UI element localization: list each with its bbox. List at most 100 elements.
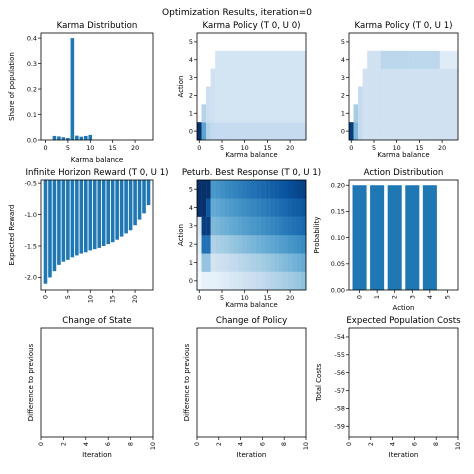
karma-policy-u1-xtick-label: 5 bbox=[372, 144, 376, 152]
karma-distribution-xtick-label: 20 bbox=[131, 144, 139, 152]
best-response-cell bbox=[256, 271, 261, 291]
karma-distribution-ytick-label: 0.0 bbox=[27, 136, 37, 144]
karma-policy-u1-cell bbox=[385, 50, 391, 69]
best-response-cell bbox=[283, 180, 289, 199]
best-response-cell bbox=[224, 216, 229, 236]
best-response-cell bbox=[260, 198, 266, 217]
karma-policy-u1-cell bbox=[430, 50, 436, 69]
karma-distribution-xtick-label: 5 bbox=[66, 144, 70, 152]
karma-policy-u0-cell bbox=[292, 68, 298, 87]
karma-distribution-ytick-label: 0.2 bbox=[27, 85, 37, 93]
karma-policy-u0-cell bbox=[237, 122, 243, 141]
karma-policy-u0-cell bbox=[228, 104, 234, 123]
change-of-policy-xtick-label: 8 bbox=[280, 442, 288, 446]
best-response-cell bbox=[201, 253, 207, 272]
best-response-cell bbox=[296, 253, 302, 272]
best-response-cell bbox=[260, 180, 266, 199]
population-costs-xtick-label: 10 bbox=[454, 442, 462, 450]
karma-policy-u1-cell bbox=[403, 50, 409, 69]
karma-policy-u1-cell bbox=[421, 122, 427, 141]
change-of-state-title: Change of State bbox=[62, 316, 131, 326]
karma-policy-u1-xtick-label: 0 bbox=[349, 144, 353, 152]
best-response-cell bbox=[237, 271, 243, 291]
karma-policy-u1-cell bbox=[421, 104, 427, 123]
best-response-cell bbox=[201, 271, 207, 291]
karma-policy-u1-cell bbox=[448, 104, 454, 123]
population-costs-ytick-label: -58 bbox=[335, 405, 345, 413]
best-response-cell bbox=[278, 198, 284, 217]
population-costs-ylabel: Total Costs bbox=[315, 363, 323, 402]
infinite-horizon-reward-bar bbox=[128, 180, 133, 231]
best-response-cell bbox=[260, 271, 266, 291]
karma-policy-u0-cell bbox=[283, 104, 289, 123]
karma-policy-u0-cell bbox=[292, 50, 298, 69]
karma-policy-u1-cell bbox=[408, 104, 413, 123]
best-response-cell bbox=[246, 271, 252, 291]
best-response-cell bbox=[278, 253, 284, 272]
infinite-horizon-reward-xtick-label: 20 bbox=[131, 295, 139, 303]
karma-policy-u0-cell bbox=[287, 68, 293, 87]
best-response-cell bbox=[233, 235, 239, 254]
karma-policy-u1-cell bbox=[394, 122, 400, 141]
best-response-cell bbox=[219, 180, 225, 199]
best-response-xtick-label: 10 bbox=[241, 294, 249, 302]
infinite-horizon-reward-bar bbox=[88, 180, 93, 251]
best-response-cell bbox=[274, 180, 279, 199]
karma-policy-u1-xlabel: Karma balance bbox=[377, 151, 429, 159]
panels: Karma Distribution Karma balance Share of … bbox=[8, 21, 462, 459]
infinite-horizon-reward-bar bbox=[124, 180, 128, 234]
karma-distribution-frame bbox=[40, 32, 154, 141]
karma-policy-u0-cell bbox=[265, 50, 270, 69]
population-costs-xtick-label: 6 bbox=[410, 442, 418, 446]
best-response-cell bbox=[197, 235, 202, 254]
karma-policy-u1-cell bbox=[398, 86, 404, 105]
infinite-horizon-reward-bar bbox=[101, 180, 106, 246]
karma-policy-u1-cell bbox=[448, 122, 454, 141]
change-of-policy-title: Change of Policy bbox=[216, 316, 287, 326]
best-response-cell bbox=[260, 253, 266, 272]
karma-policy-u1-cell bbox=[376, 50, 381, 69]
change-of-state-xtick-label: 6 bbox=[104, 442, 112, 446]
infinite-horizon-reward-bar bbox=[84, 180, 88, 253]
karma-policy-u0-cell bbox=[201, 104, 207, 123]
karma-policy-u0-xtick-label: 0 bbox=[197, 144, 201, 152]
best-response-cell bbox=[292, 253, 298, 272]
best-response-cell bbox=[251, 235, 257, 254]
best-response-cell bbox=[233, 180, 239, 199]
population-costs-xtick-label: 4 bbox=[389, 442, 397, 446]
karma-policy-u0-cell bbox=[251, 50, 257, 69]
karma-policy-u0-cell bbox=[256, 122, 261, 141]
best-response-cell bbox=[242, 253, 248, 272]
karma-policy-u0-cell bbox=[256, 104, 261, 123]
best-response-cell bbox=[246, 216, 252, 236]
karma-policy-u0-cell bbox=[224, 104, 229, 123]
population-costs-frame bbox=[348, 327, 459, 438]
karma-policy-u0-cell bbox=[224, 68, 229, 87]
change-of-policy-xtick-label: 6 bbox=[258, 442, 266, 446]
karma-distribution-ytick-label: 0.1 bbox=[27, 111, 37, 119]
action-distribution-frame bbox=[348, 179, 459, 291]
karma-policy-u1-cell bbox=[435, 86, 441, 105]
karma-policy-u1-cell bbox=[448, 86, 454, 105]
infinite-horizon-reward-bar bbox=[92, 180, 97, 250]
action-distribution-ytick-label: 0.05 bbox=[331, 260, 345, 268]
karma-policy-u0-cell bbox=[274, 104, 279, 123]
karma-policy-u0-cell bbox=[260, 50, 266, 69]
karma-policy-u0-cell bbox=[296, 50, 302, 69]
best-response-cell bbox=[197, 198, 202, 217]
change-of-policy-xlabel: Iteration bbox=[237, 451, 267, 459]
karma-policy-u0-cell bbox=[215, 86, 220, 105]
best-response-cell bbox=[274, 216, 279, 236]
karma-policy-u0-ytick-label: 0 bbox=[189, 127, 193, 135]
karma-policy-u0-ytick-label: 5 bbox=[189, 38, 193, 46]
best-response-cell bbox=[301, 198, 307, 217]
karma-policy-u1-cell bbox=[362, 104, 368, 123]
change-of-state-xtick-label: 4 bbox=[82, 442, 90, 446]
change-of-policy-ylabel: Difference to previous bbox=[183, 343, 191, 421]
karma-policy-u0-cell bbox=[283, 122, 289, 141]
infinite-horizon-reward-bar bbox=[119, 180, 124, 237]
karma-policy-u1-cell bbox=[408, 50, 413, 69]
karma-policy-u1-cell bbox=[358, 122, 363, 141]
karma-policy-u1-cell bbox=[439, 104, 445, 123]
change-of-state-xtick-label: 8 bbox=[127, 442, 135, 446]
